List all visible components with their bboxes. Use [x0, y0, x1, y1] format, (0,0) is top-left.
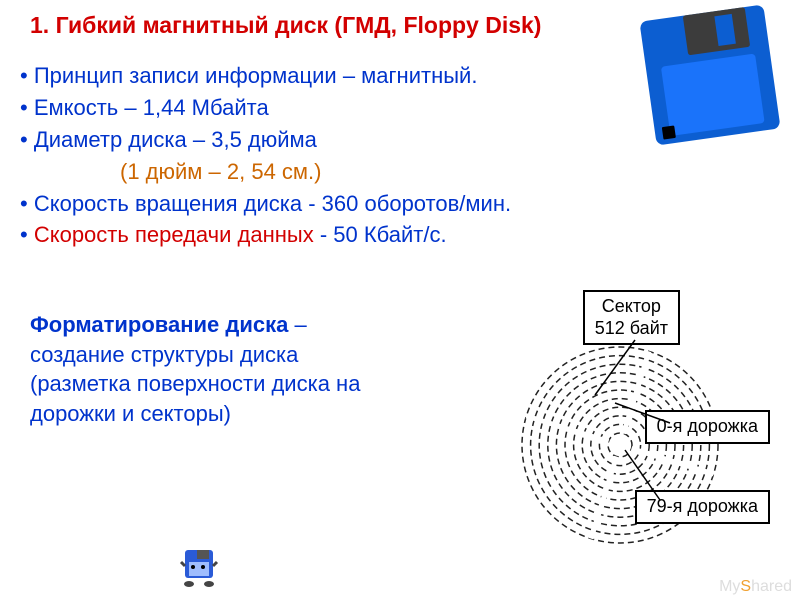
bullet-diameter: Диаметр диска – 3,5 дюйма	[20, 124, 511, 156]
bullet-rpm: Скорость вращения диска - 360 оборотов/м…	[20, 188, 511, 220]
bullet-transfer: Скорость передачи данных - 50 Кбайт/с.	[20, 219, 511, 251]
label-sector: Сектор 512 байт	[583, 290, 680, 345]
bullet-transfer-blue: - 50 Кбайт/с.	[314, 222, 447, 247]
label-sector-l2: 512 байт	[595, 318, 668, 340]
definition-term: Форматирование диска	[30, 312, 288, 337]
floppy-mascot-icon	[175, 542, 223, 590]
label-track79: 79-я дорожка	[635, 490, 770, 524]
bullet-principle: Принцип записи информации – магнитный.	[20, 60, 511, 92]
label-sector-l1: Сектор	[595, 296, 668, 318]
slide-title: 1. Гибкий магнитный диск (ГМД, Floppy Di…	[30, 12, 541, 39]
bullet-transfer-red: Скорость передачи данных	[34, 222, 314, 247]
definition-block: Форматирование диска – создание структур…	[30, 310, 400, 429]
bullet-capacity: Емкость – 1,44 Мбайта	[20, 92, 511, 124]
floppy-disk-icon	[635, 0, 785, 150]
watermark: MyShared	[719, 578, 792, 596]
label-track0: 0-я дорожка	[645, 410, 770, 444]
bullet-inch-note: (1 дюйм – 2, 54 см.)	[120, 156, 511, 188]
spec-list: Принцип записи информации – магнитный. Е…	[20, 60, 511, 251]
